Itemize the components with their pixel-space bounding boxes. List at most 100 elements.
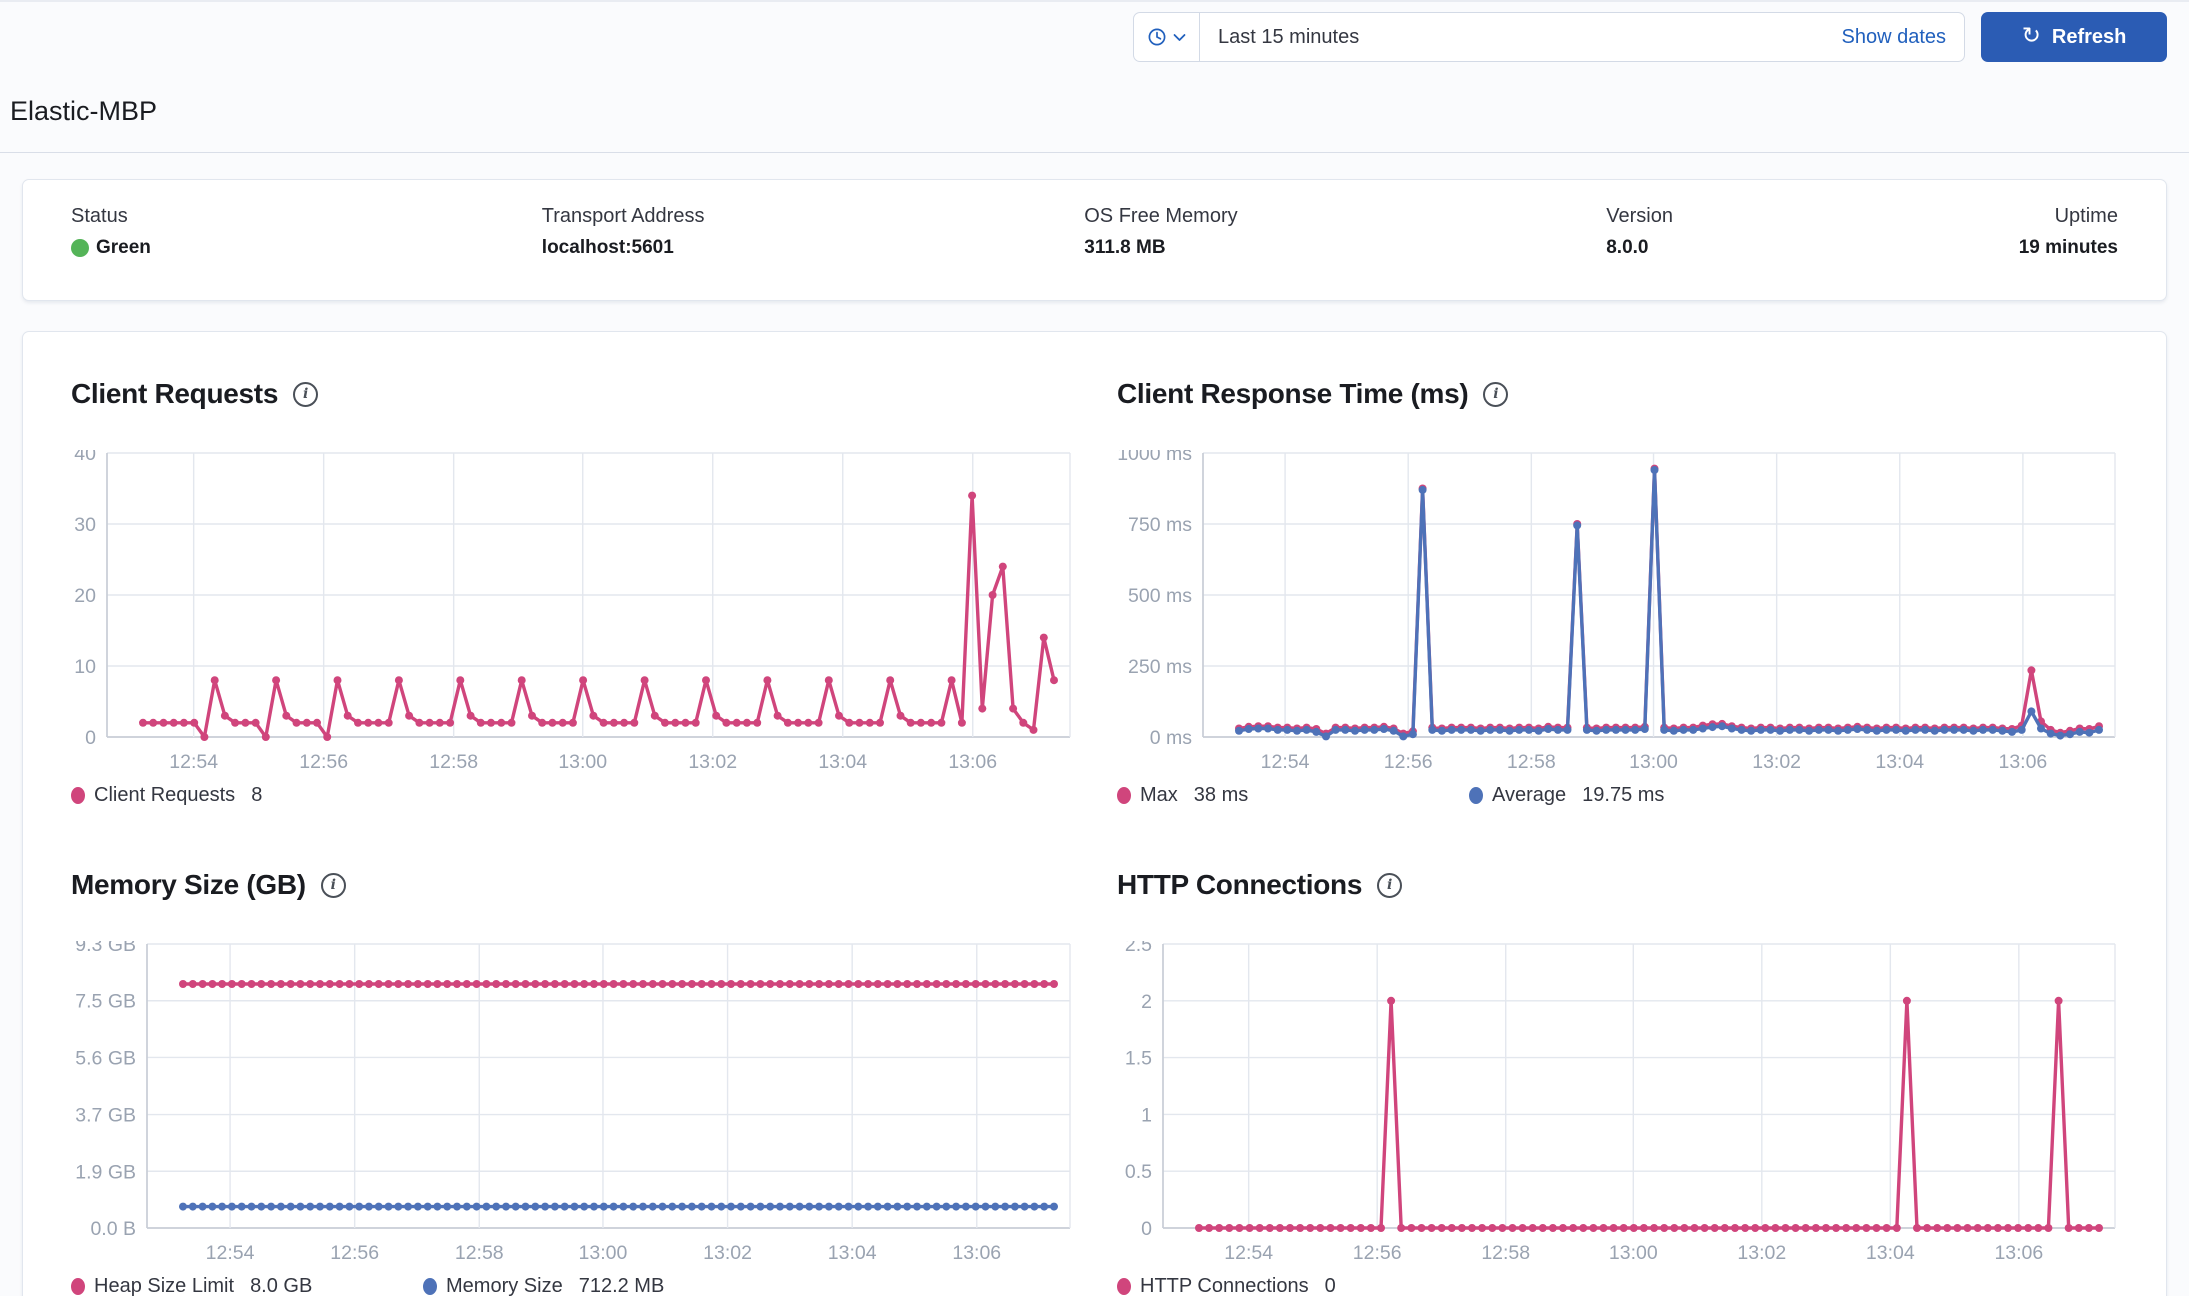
svg-text:12:56: 12:56: [1384, 751, 1433, 773]
line-chart-svg: 0 10 20 30 40 12:54 12:56 12:58 13:00 13:02 13:04 1…: [74, 443, 1071, 773]
svg-text:2.5: 2.5: [1125, 941, 1152, 956]
svg-text:12:54: 12:54: [1261, 751, 1310, 773]
legend-series-value: 712.2 MB: [578, 1275, 665, 1296]
svg-text:10: 10: [74, 656, 96, 678]
legend-series-name: Memory Size: [446, 1275, 563, 1296]
show-dates-button[interactable]: Show dates: [1841, 26, 1964, 49]
legend-series-value: 38 ms: [1193, 784, 1249, 806]
chart-plot-area[interactable]: 0 ms 250 ms 500 ms 750 ms 1000 ms 12:54 12:56 1…: [1117, 443, 2118, 774]
svg-text:13:00: 13:00: [1629, 751, 1678, 773]
summary-label: Status: [71, 205, 128, 227]
chart-plot-area[interactable]: 0 10 20 30 40 12:54 12:56 12:58 13:00 13:02 13:04 1…: [71, 443, 1073, 774]
legend-dot-icon: [423, 1278, 437, 1295]
chart-legend: Max 38 ms Average 19.75 ms: [1117, 784, 2118, 807]
chart-legend: Heap Size Limit 8.0 GB Memory Size 712.2 MB: [71, 1275, 1073, 1296]
svg-text:5.6 GB: 5.6 GB: [75, 1047, 136, 1069]
svg-text:500 ms: 500 ms: [1128, 585, 1192, 607]
svg-text:30: 30: [74, 514, 96, 536]
clock-icon: [1147, 27, 1167, 47]
refresh-icon: ↻: [2021, 22, 2041, 49]
summary-item-version: Version 8.0.0: [1606, 205, 1872, 275]
svg-text:1000 ms: 1000 ms: [1117, 450, 1192, 465]
legend-item: Heap Size Limit 8.0 GB: [71, 1275, 423, 1296]
summary-value: 19 minutes: [2018, 237, 2118, 258]
chart-client-requests: Client Requests i 0 10 20 30 40 12:54 12:56 12:…: [71, 378, 1073, 807]
svg-text:9.3 GB: 9.3 GB: [75, 941, 136, 956]
svg-text:0.5: 0.5: [1125, 1161, 1152, 1183]
quick-select-button[interactable]: [1134, 13, 1200, 61]
svg-text:13:06: 13:06: [1994, 1242, 2043, 1264]
legend-dot-icon: [71, 787, 85, 804]
info-icon[interactable]: i: [320, 872, 346, 898]
line-chart-svg: 0 ms 250 ms 500 ms 750 ms 1000 ms 12:54 12:56 1…: [1117, 443, 2116, 773]
svg-text:13:00: 13:00: [558, 751, 607, 773]
svg-text:13:00: 13:00: [579, 1242, 628, 1264]
legend-item: HTTP Connections 0: [1117, 1275, 1469, 1296]
summary-label: Transport Address: [541, 205, 705, 227]
svg-text:250 ms: 250 ms: [1128, 656, 1192, 678]
chevron-down-icon: [1173, 33, 1186, 42]
chart-title-row: Client Requests i: [71, 378, 1073, 410]
svg-text:13:02: 13:02: [703, 1242, 752, 1264]
svg-text:12:56: 12:56: [330, 1242, 379, 1264]
svg-text:13:04: 13:04: [1866, 1242, 1915, 1264]
summary-item-os-free-memory: OS Free Memory 311.8 MB: [1084, 205, 1606, 275]
legend-series-name: Client Requests: [94, 784, 236, 806]
summary-value: Green: [71, 237, 542, 259]
info-icon[interactable]: i: [293, 381, 319, 407]
summary-item-transport-address: Transport Address localhost:5601: [542, 205, 1084, 275]
legend-series-value: 8.0 GB: [250, 1275, 313, 1296]
legend-dot-icon: [1117, 1278, 1131, 1295]
svg-text:13:06: 13:06: [952, 1242, 1001, 1264]
status-summary-card: Status Green Transport Address localhost…: [22, 179, 2167, 301]
chart-legend: Client Requests 8: [71, 784, 1073, 807]
svg-text:1.5: 1.5: [1125, 1048, 1152, 1070]
page-title: Elastic-MBP: [10, 96, 158, 126]
legend-series-value: 0: [1324, 1275, 1336, 1296]
svg-text:12:56: 12:56: [1353, 1242, 1402, 1264]
svg-text:0: 0: [1141, 1218, 1152, 1240]
legend-series-value: 8: [251, 784, 263, 806]
legend-item: Memory Size 712.2 MB: [423, 1275, 775, 1296]
chart-plot-area[interactable]: 0 0.5 1 1.5 2 2.5 12:54 12:56 12:58 13:00 13:02 13:…: [1117, 934, 2118, 1265]
legend-item: Average 19.75 ms: [1469, 784, 1821, 807]
svg-text:12:54: 12:54: [1224, 1242, 1273, 1264]
svg-text:13:02: 13:02: [1737, 1242, 1786, 1264]
svg-text:13:06: 13:06: [1998, 751, 2047, 773]
chart-http-connections: HTTP Connections i 0 0.5 1 1.5 2 2.5 12:54 12:5…: [1117, 869, 2118, 1296]
chart-title: Client Requests: [71, 378, 279, 409]
charts-grid: Client Requests i 0 10 20 30 40 12:54 12:56 12:…: [71, 378, 2118, 1296]
info-icon[interactable]: i: [1377, 872, 1403, 898]
summary-value: 311.8 MB: [1084, 237, 1166, 258]
refresh-button[interactable]: ↻ Refresh: [1981, 12, 2167, 62]
svg-text:750 ms: 750 ms: [1128, 514, 1192, 536]
svg-text:12:58: 12:58: [1507, 751, 1556, 773]
status-value-text: Green: [96, 237, 151, 258]
time-picker[interactable]: Last 15 minutes Show dates: [1133, 12, 1965, 62]
chart-client-response-time: Client Response Time (ms) i 0 ms 250 ms 50…: [1117, 378, 2118, 807]
svg-text:13:04: 13:04: [1875, 751, 1924, 773]
legend-series-name: HTTP Connections: [1140, 1275, 1309, 1296]
svg-text:0.0 B: 0.0 B: [90, 1218, 136, 1240]
chart-title: Client Response Time (ms): [1117, 378, 1469, 409]
summary-label: OS Free Memory: [1084, 205, 1238, 227]
summary-label: Version: [1606, 205, 1673, 227]
legend-dot-icon: [71, 1278, 85, 1295]
chart-plot-area[interactable]: 0.0 B 1.9 GB 3.7 GB 5.6 GB 7.5 GB 9.3 GB 12:54…: [71, 934, 1073, 1265]
line-chart-svg: 0 0.5 1 1.5 2 2.5 12:54 12:56 12:58 13:00 13:02 13:…: [1125, 934, 2116, 1264]
chart-memory-size: Memory Size (GB) i 0.0 B 1.9 GB 3.7 GB 5.6 …: [71, 869, 1073, 1296]
legend-item: Client Requests 8: [71, 784, 423, 807]
svg-text:13:06: 13:06: [948, 751, 997, 773]
summary-value: 8.0.0: [1606, 237, 1649, 258]
info-icon[interactable]: i: [1483, 381, 1509, 407]
svg-text:13:04: 13:04: [818, 751, 867, 773]
summary-value: localhost:5601: [541, 237, 674, 258]
chart-title-row: Client Response Time (ms) i: [1117, 378, 2118, 410]
svg-text:13:04: 13:04: [828, 1242, 877, 1264]
svg-text:12:58: 12:58: [429, 751, 478, 773]
chart-legend: HTTP Connections 0: [1117, 1275, 2118, 1296]
svg-text:40: 40: [74, 450, 96, 465]
time-range-text[interactable]: Last 15 minutes: [1218, 25, 1360, 48]
charts-panel: Client Requests i 0 10 20 30 40 12:54 12:56 12:…: [22, 331, 2167, 1296]
svg-text:0 ms: 0 ms: [1150, 727, 1193, 749]
